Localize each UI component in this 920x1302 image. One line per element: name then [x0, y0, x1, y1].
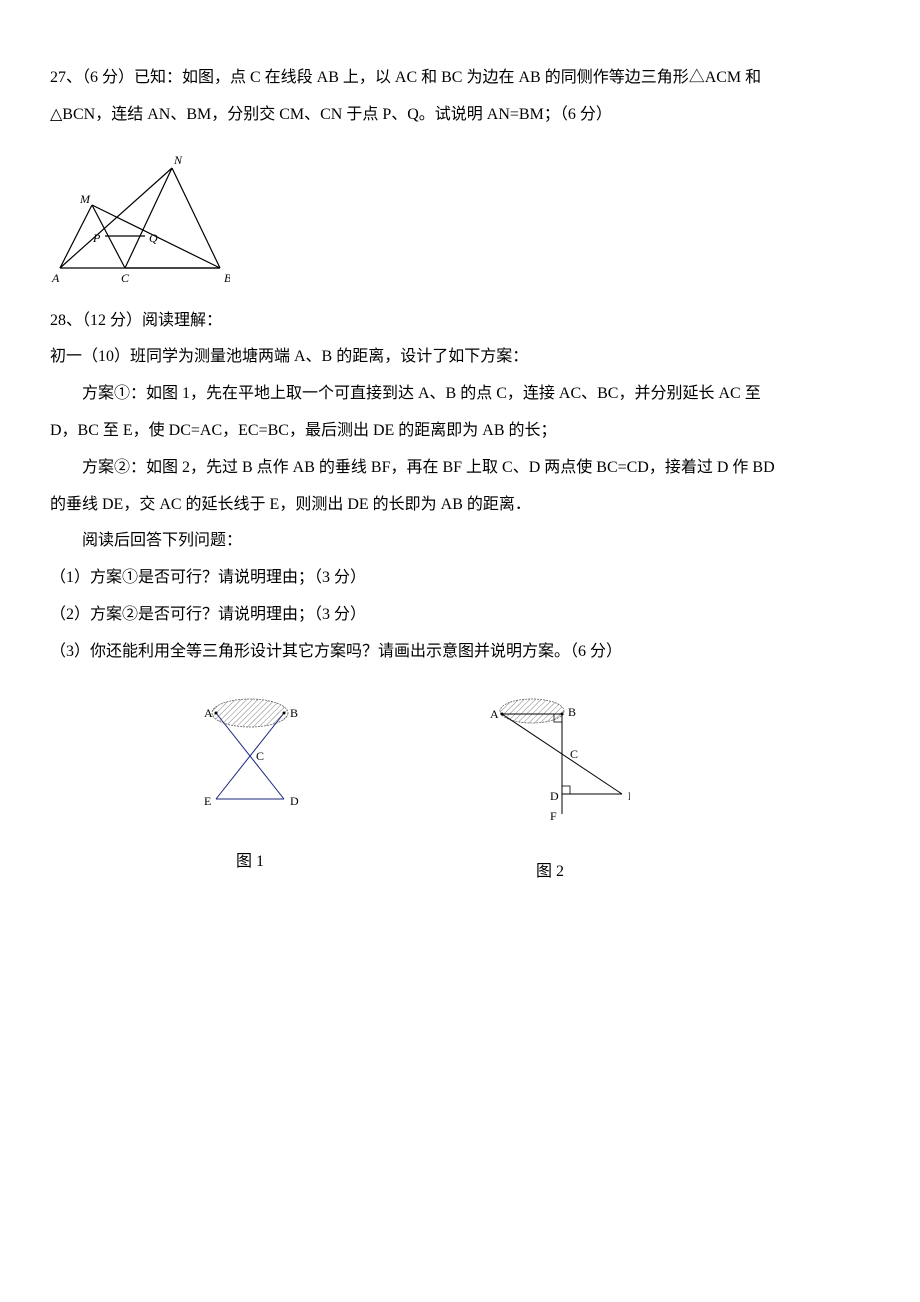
svg-text:D: D [290, 794, 299, 808]
figures-row: A B C E D 图 1 A B C D E F 图 2 [50, 691, 870, 881]
q28-line2: 初一（10）班同学为测量池塘两端 A、B 的距离，设计了如下方案： [50, 339, 870, 376]
q28-line4: D，BC 至 E，使 DC=AC，EC=BC，最后测出 DE 的距离即为 AB … [50, 413, 870, 450]
svg-text:B: B [568, 705, 576, 719]
q28-sub3: （3）你还能利用全等三角形设计其它方案吗？请画出示意图并说明方案。（6 分） [50, 634, 870, 671]
svg-text:B: B [290, 706, 298, 720]
svg-text:B: B [224, 271, 230, 285]
svg-text:E: E [204, 794, 211, 808]
figure-2-caption: 图 2 [536, 857, 564, 881]
svg-text:N: N [173, 153, 183, 167]
svg-text:C: C [256, 749, 264, 763]
q27-line1: 27、（6 分）已知：如图，点 C 在线段 AB 上，以 AC 和 BC 为边在… [50, 60, 870, 97]
svg-text:A: A [490, 707, 499, 721]
figure-1-col: A B C E D 图 1 [170, 691, 330, 881]
q27-diagram: A B C M N P Q [50, 138, 870, 293]
svg-text:Q: Q [149, 231, 158, 245]
q28-sub2: （2）方案②是否可行？请说明理由；（3 分） [50, 597, 870, 634]
figure-1-diagram: A B C E D [170, 691, 330, 831]
q27-line2: △BCN，连结 AN、BM，分别交 CM、CN 于点 P、Q。试说明 AN=BM… [50, 97, 870, 134]
svg-text:D: D [550, 789, 559, 803]
q28-line5: 方案②：如图 2，先过 B 点作 AB 的垂线 BF，再在 BF 上取 C、D … [50, 450, 870, 487]
figure-2-col: A B C D E F 图 2 [470, 691, 630, 881]
q28-line3: 方案①：如图 1，先在平地上取一个可直接到达 A、B 的点 C，连接 AC、BC… [50, 376, 870, 413]
q28-line7: 阅读后回答下列问题： [50, 523, 870, 560]
q28-line6: 的垂线 DE，交 AC 的延长线于 E，则测出 DE 的长即为 AB 的距离． [50, 487, 870, 524]
svg-text:E: E [628, 789, 630, 803]
svg-text:P: P [92, 231, 101, 245]
svg-text:C: C [121, 271, 130, 285]
figure-1-caption: 图 1 [236, 847, 264, 871]
svg-text:C: C [570, 747, 578, 761]
q28-line1: 28、（12 分）阅读理解： [50, 303, 870, 340]
figure-2-diagram: A B C D E F [470, 691, 630, 841]
svg-text:A: A [204, 706, 213, 720]
svg-text:A: A [51, 271, 60, 285]
svg-text:F: F [550, 809, 557, 823]
q28-sub1: （1）方案①是否可行？请说明理由；（3 分） [50, 560, 870, 597]
svg-text:M: M [79, 192, 91, 206]
